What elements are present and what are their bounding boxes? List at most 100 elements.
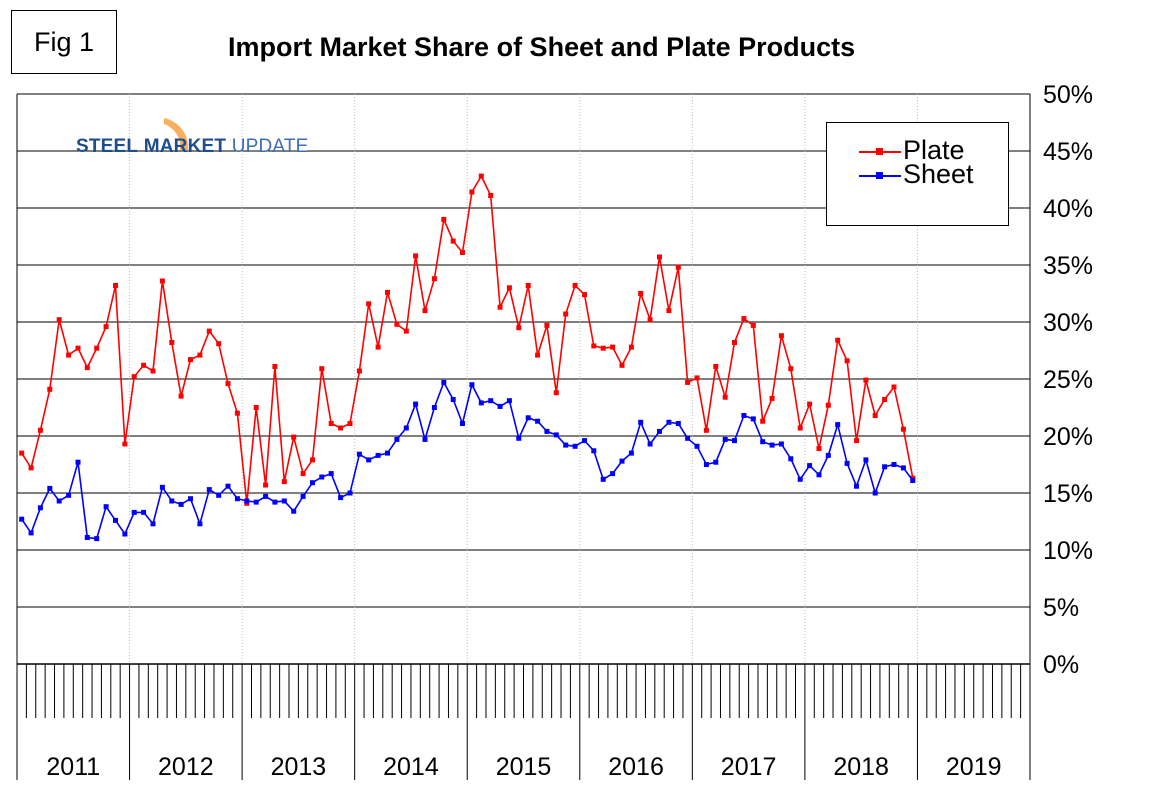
x-year-label: 2013	[271, 753, 327, 781]
point-sheet	[563, 442, 569, 448]
point-plate	[450, 238, 456, 244]
point-sheet	[197, 521, 203, 527]
point-sheet	[872, 490, 878, 496]
point-plate	[591, 343, 597, 349]
point-plate	[131, 374, 137, 380]
point-sheet	[150, 521, 156, 527]
point-plate	[169, 340, 175, 345]
point-plate	[572, 283, 578, 288]
legend-item-sheet: Sheet	[827, 159, 1008, 221]
point-sheet	[75, 459, 81, 465]
point-sheet	[122, 531, 128, 537]
point-sheet	[722, 436, 728, 442]
point-plate	[188, 357, 193, 363]
y-tick-label: 0%	[1043, 651, 1079, 679]
point-plate	[338, 425, 344, 431]
point-sheet	[525, 415, 531, 421]
point-sheet	[516, 435, 522, 441]
point-sheet	[506, 398, 512, 404]
logo-swoosh-icon	[126, 116, 189, 180]
point-sheet	[431, 405, 437, 410]
series-lines	[19, 173, 916, 542]
figure-label: Fig 1	[33, 26, 95, 57]
point-sheet	[535, 418, 541, 424]
point-plate	[619, 362, 625, 368]
point-sheet	[572, 443, 578, 449]
point-plate	[441, 216, 447, 222]
point-plate	[310, 457, 315, 463]
point-sheet	[582, 438, 587, 444]
y-tick-label: 10%	[1043, 537, 1093, 565]
legend-item-plate: Plate	[827, 131, 1008, 171]
point-plate	[647, 317, 653, 323]
point-plate	[610, 344, 616, 350]
point-sheet	[328, 471, 334, 477]
y-tick-label: 5%	[1043, 594, 1079, 622]
x-year-label: 2012	[158, 753, 214, 781]
point-plate	[460, 250, 465, 255]
point-plate	[84, 365, 90, 371]
point-sheet	[281, 498, 287, 504]
point-plate	[535, 352, 541, 358]
point-sheet	[675, 421, 681, 426]
point-plate	[797, 425, 803, 431]
x-year-label: 2017	[721, 753, 777, 781]
point-plate	[760, 418, 766, 424]
point-sheet	[347, 490, 353, 496]
point-sheet	[244, 498, 250, 504]
point-plate	[582, 292, 587, 298]
point-plate	[281, 479, 287, 485]
point-plate	[628, 344, 634, 350]
point-sheet	[638, 419, 644, 425]
point-sheet	[338, 495, 344, 501]
point-plate	[750, 322, 756, 328]
point-sheet	[910, 478, 916, 483]
point-sheet	[385, 450, 390, 456]
point-plate	[657, 254, 662, 260]
point-sheet	[47, 485, 53, 491]
y-tick-label: 20%	[1043, 423, 1093, 451]
point-sheet	[713, 459, 719, 465]
point-sheet	[497, 403, 503, 409]
point-sheet	[844, 460, 850, 466]
point-plate	[900, 426, 906, 432]
point-plate	[56, 317, 62, 323]
point-plate	[178, 393, 184, 399]
point-sheet	[310, 480, 315, 486]
point-plate	[844, 358, 850, 364]
point-sheet	[291, 508, 297, 514]
point-plate	[413, 253, 419, 259]
logo-word-update: UPDATE	[231, 136, 309, 157]
point-plate	[141, 362, 147, 368]
point-sheet	[216, 492, 222, 498]
point-sheet	[366, 457, 372, 463]
point-sheet	[610, 471, 616, 477]
y-tick-label: 40%	[1043, 195, 1093, 223]
point-plate	[675, 264, 681, 270]
point-sheet	[591, 448, 597, 454]
point-sheet	[553, 432, 559, 438]
point-sheet	[94, 536, 100, 542]
point-plate	[825, 402, 831, 408]
y-axis-tick-labels: 0% 5% 10% 15% 20% 25% 30% 35% 40% 45% 50%	[1043, 81, 1093, 679]
point-sheet	[375, 452, 381, 458]
point-sheet	[694, 443, 700, 449]
point-sheet	[703, 462, 709, 467]
point-sheet	[113, 517, 118, 523]
point-sheet	[131, 509, 137, 515]
point-sheet	[478, 400, 484, 406]
point-plate	[103, 324, 109, 330]
legend-label-sheet: Sheet	[903, 159, 974, 189]
point-sheet	[56, 498, 62, 504]
point-sheet	[769, 442, 775, 448]
point-sheet	[863, 457, 869, 463]
point-plate	[835, 337, 841, 343]
point-plate	[206, 328, 212, 334]
point-plate	[563, 311, 569, 317]
point-sheet	[825, 452, 831, 458]
steel-market-update-logo: STEEL MARKET UPDATE	[76, 110, 316, 186]
point-plate	[854, 438, 859, 444]
point-sheet	[206, 487, 212, 493]
point-sheet	[600, 476, 606, 482]
point-sheet	[103, 504, 109, 510]
